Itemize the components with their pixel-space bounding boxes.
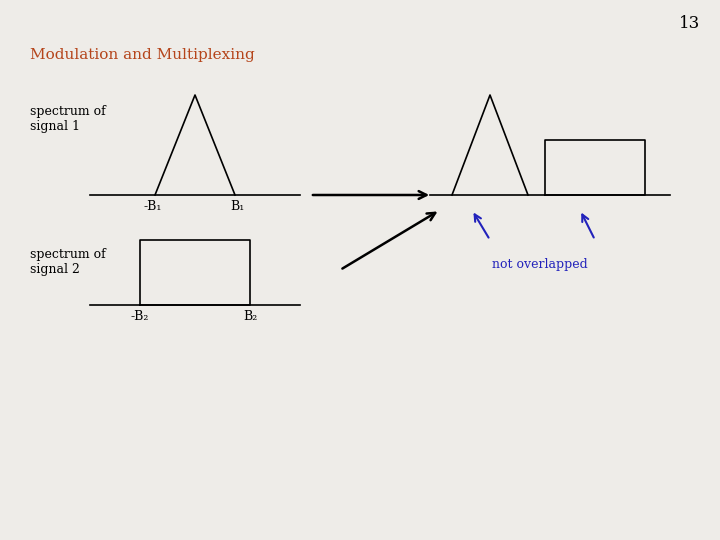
Text: Modulation and Multiplexing: Modulation and Multiplexing — [30, 48, 255, 62]
Text: spectrum of
signal 2: spectrum of signal 2 — [30, 248, 106, 276]
Text: 13: 13 — [679, 15, 700, 32]
Text: B₁: B₁ — [230, 200, 244, 213]
Text: -B₁: -B₁ — [144, 200, 162, 213]
Text: -B₂: -B₂ — [131, 310, 149, 323]
Text: B₂: B₂ — [243, 310, 257, 323]
Text: not overlapped: not overlapped — [492, 258, 588, 271]
Text: spectrum of
signal 1: spectrum of signal 1 — [30, 105, 106, 133]
